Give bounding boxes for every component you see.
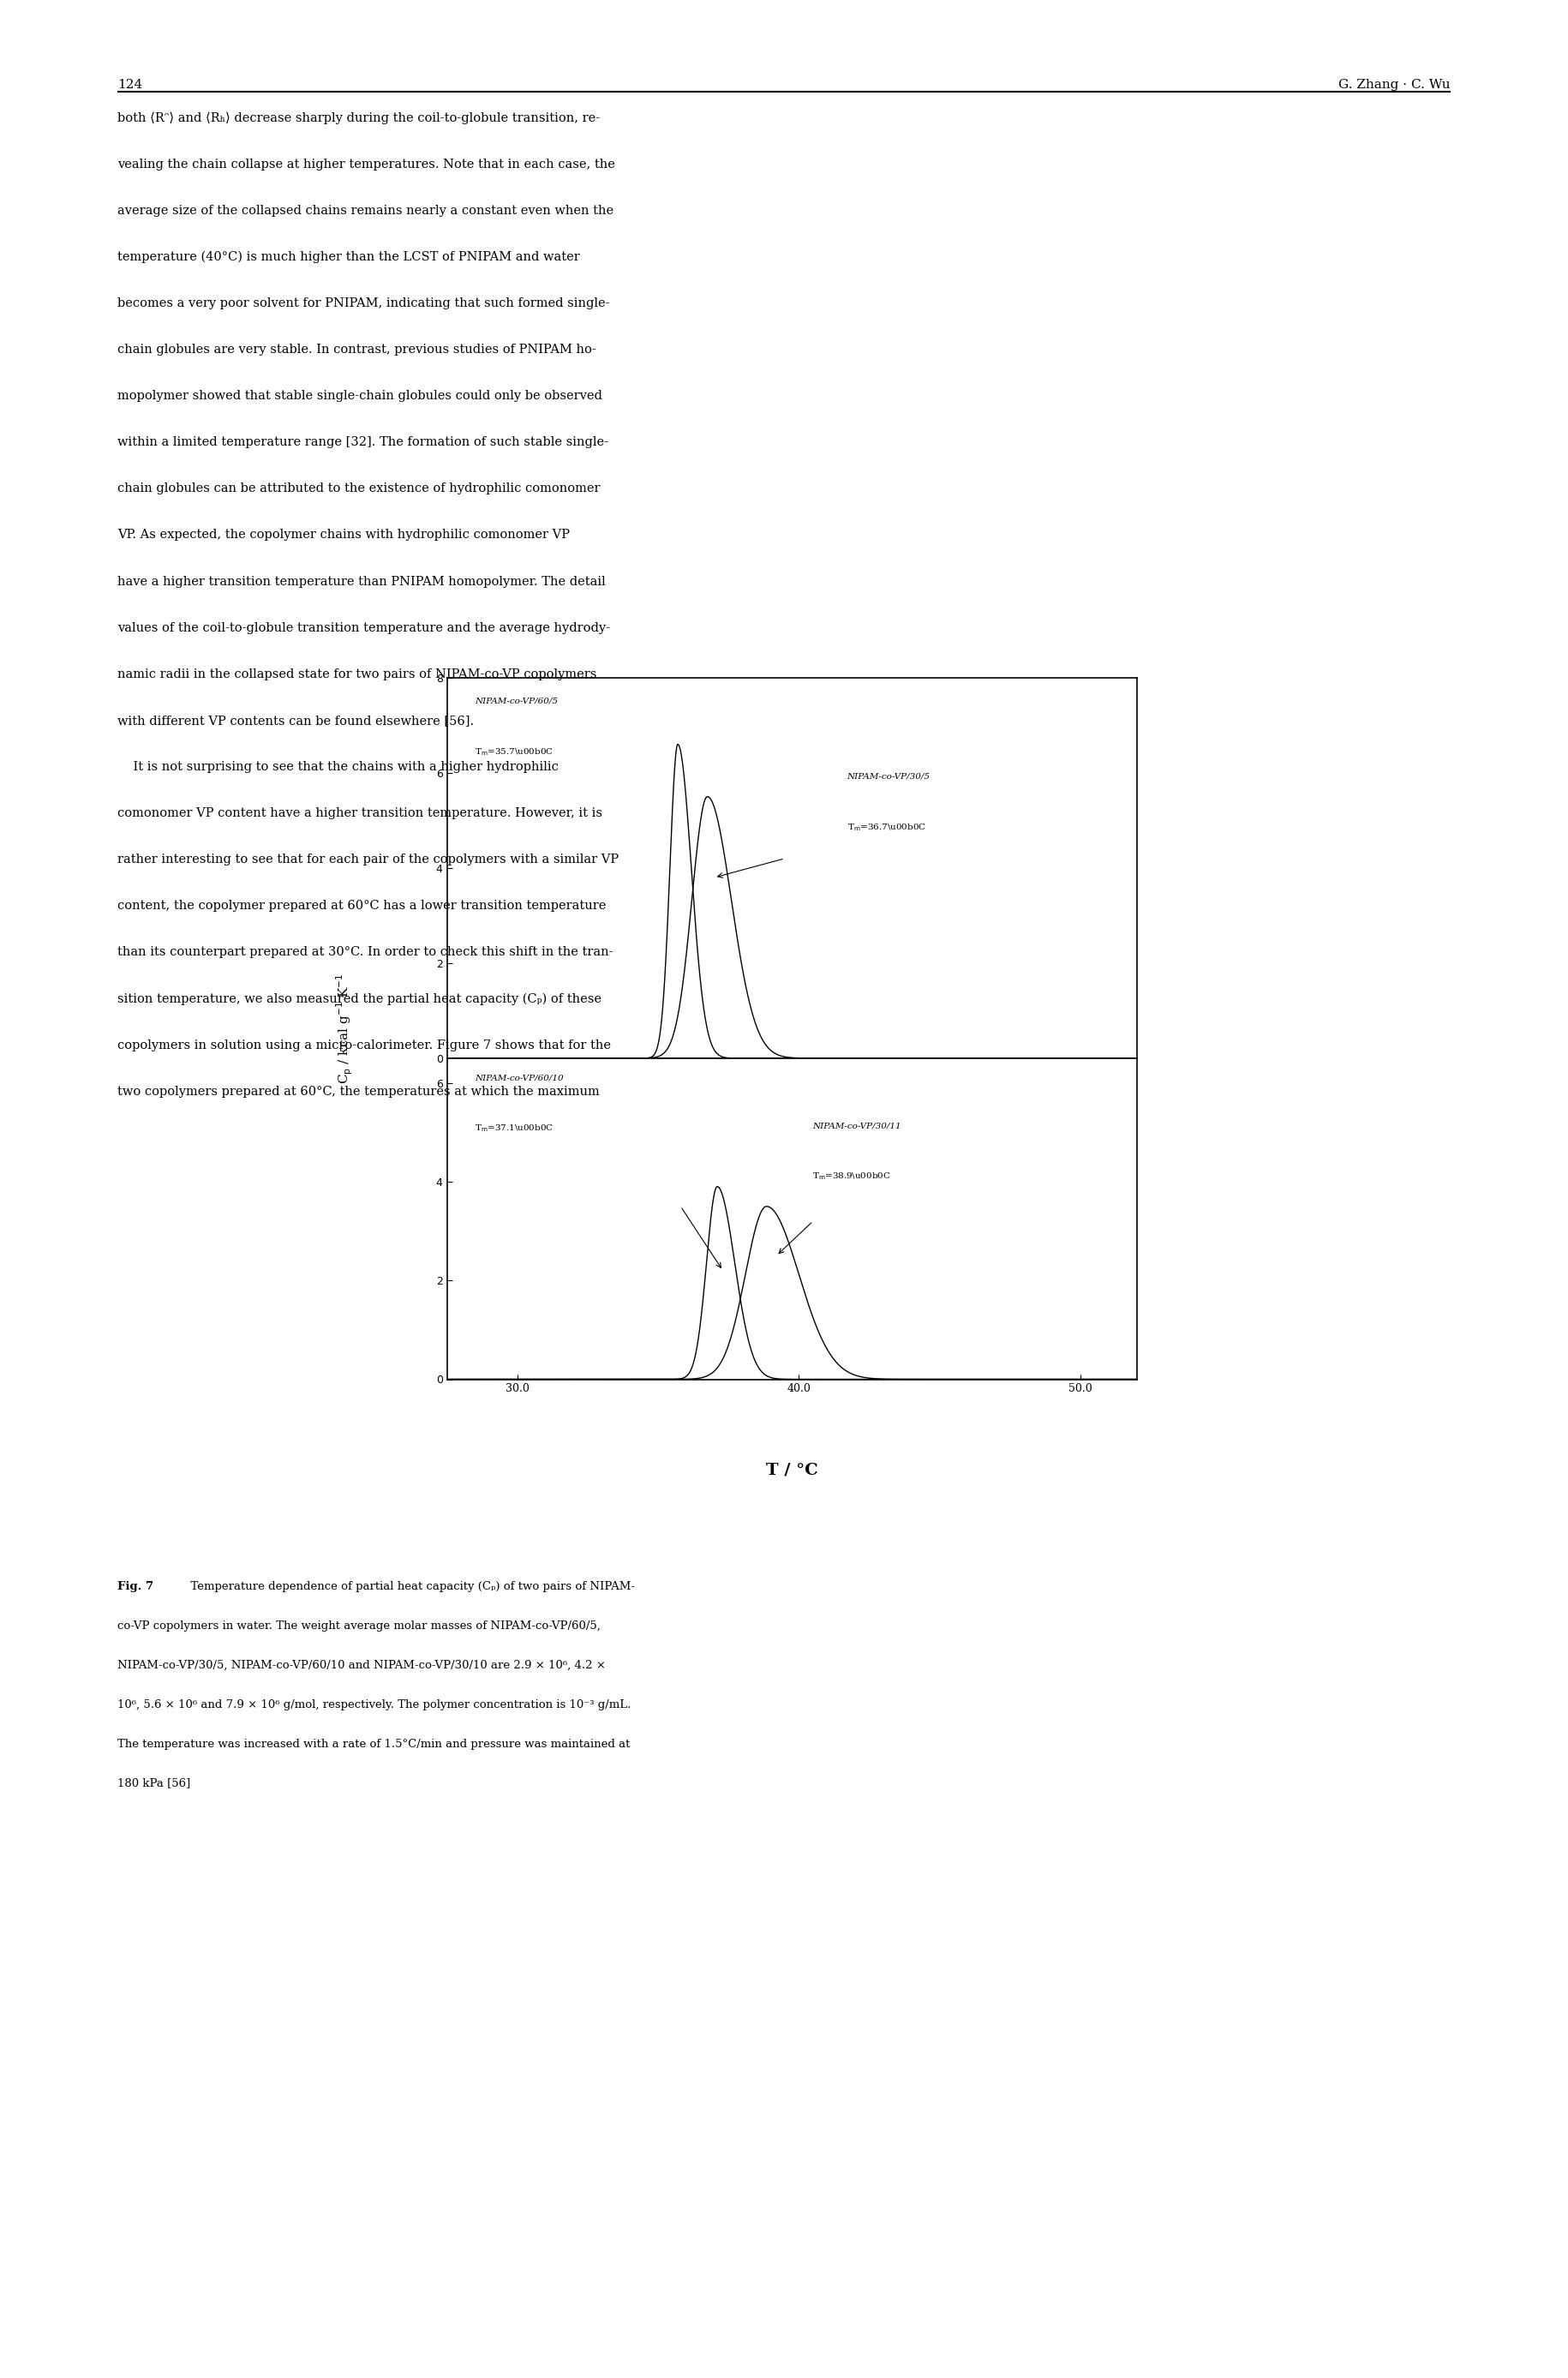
Text: within a limited temperature range [32]. The formation of such stable single-: within a limited temperature range [32].… xyxy=(118,438,608,449)
Text: The temperature was increased with a rate of 1.5°C/min and pressure was maintain: The temperature was increased with a rat… xyxy=(118,1738,630,1750)
Text: becomes a very poor solvent for PNIPAM, indicating that such formed single-: becomes a very poor solvent for PNIPAM, … xyxy=(118,297,610,309)
Text: average size of the collapsed chains remains nearly a constant even when the: average size of the collapsed chains rem… xyxy=(118,205,613,216)
Text: namic radii in the collapsed state for two pairs of NIPAM-co-VP copolymers: namic radii in the collapsed state for t… xyxy=(118,668,597,680)
Text: It is not surprising to see that the chains with a higher hydrophilic: It is not surprising to see that the cha… xyxy=(118,761,558,773)
Text: chain globules can be attributed to the existence of hydrophilic comonomer: chain globules can be attributed to the … xyxy=(118,483,601,495)
Text: temperature (40°C) is much higher than the LCST of PNIPAM and water: temperature (40°C) is much higher than t… xyxy=(118,252,580,264)
Text: than its counterpart prepared at 30°C. In order to check this shift in the tran-: than its counterpart prepared at 30°C. I… xyxy=(118,946,613,958)
Text: T$_{\rm m}$=35.7\u00b0C: T$_{\rm m}$=35.7\u00b0C xyxy=(475,747,554,756)
Text: co-VP copolymers in water. The weight average molar masses of NIPAM-co-VP/60/5,: co-VP copolymers in water. The weight av… xyxy=(118,1622,601,1631)
Text: Temperature dependence of partial heat capacity (Cₚ) of two pairs of NIPAM-: Temperature dependence of partial heat c… xyxy=(183,1581,635,1593)
Text: 10⁶, 5.6 × 10⁶ and 7.9 × 10⁶ g/mol, respectively. The polymer concentration is 1: 10⁶, 5.6 × 10⁶ and 7.9 × 10⁶ g/mol, resp… xyxy=(118,1698,632,1710)
Text: VP. As expected, the copolymer chains with hydrophilic comonomer VP: VP. As expected, the copolymer chains wi… xyxy=(118,530,571,542)
Text: T$_{\rm m}$=36.7\u00b0C: T$_{\rm m}$=36.7\u00b0C xyxy=(847,823,927,832)
Text: NIPAM-co-VP/60/10: NIPAM-co-VP/60/10 xyxy=(475,1075,563,1082)
Text: have a higher transition temperature than PNIPAM homopolymer. The detail: have a higher transition temperature tha… xyxy=(118,575,605,587)
Text: NIPAM-co-VP/30/5, NIPAM-co-VP/60/10 and NIPAM-co-VP/30/10 are 2.9 × 10⁶, 4.2 ×: NIPAM-co-VP/30/5, NIPAM-co-VP/60/10 and … xyxy=(118,1660,605,1672)
Text: sition temperature, we also measured the partial heat capacity (Cₚ) of these: sition temperature, we also measured the… xyxy=(118,994,602,1006)
Text: comonomer VP content have a higher transition temperature. However, it is: comonomer VP content have a higher trans… xyxy=(118,809,602,820)
Text: rather interesting to see that for each pair of the copolymers with a similar VP: rather interesting to see that for each … xyxy=(118,854,619,866)
Text: with different VP contents can be found elsewhere [56].: with different VP contents can be found … xyxy=(118,713,474,728)
Text: copolymers in solution using a micro-calorimeter. Figure 7 shows that for the: copolymers in solution using a micro-cal… xyxy=(118,1039,612,1051)
Text: content, the copolymer prepared at 60°C has a lower transition temperature: content, the copolymer prepared at 60°C … xyxy=(118,901,607,913)
Text: NIPAM-co-VP/60/5: NIPAM-co-VP/60/5 xyxy=(475,697,558,704)
Text: values of the coil-to-globule transition temperature and the average hydrody-: values of the coil-to-globule transition… xyxy=(118,623,610,635)
Text: Fig. 7: Fig. 7 xyxy=(118,1581,154,1593)
Text: T / °C: T / °C xyxy=(765,1462,818,1477)
Text: T$_{\rm m}$=37.1\u00b0C: T$_{\rm m}$=37.1\u00b0C xyxy=(475,1122,554,1134)
Text: mopolymer showed that stable single-chain globules could only be observed: mopolymer showed that stable single-chai… xyxy=(118,390,602,402)
Text: both ⟨Rᵔ⟩ and ⟨Rₕ⟩ decrease sharply during the coil-to-globule transition, re-: both ⟨Rᵔ⟩ and ⟨Rₕ⟩ decrease sharply duri… xyxy=(118,112,601,124)
Text: G. Zhang · C. Wu: G. Zhang · C. Wu xyxy=(1339,78,1450,90)
Text: two copolymers prepared at 60°C, the temperatures at which the maximum: two copolymers prepared at 60°C, the tem… xyxy=(118,1084,601,1099)
Text: vealing the chain collapse at higher temperatures. Note that in each case, the: vealing the chain collapse at higher tem… xyxy=(118,157,615,171)
Text: NIPAM-co-VP/30/11: NIPAM-co-VP/30/11 xyxy=(812,1122,902,1130)
Text: 180 kPa [56]: 180 kPa [56] xyxy=(118,1779,191,1788)
Text: C$_{\rm p}$ / kcal g$^{-1}$ K$^{-1}$: C$_{\rm p}$ / kcal g$^{-1}$ K$^{-1}$ xyxy=(336,973,354,1084)
Text: 124: 124 xyxy=(118,78,143,90)
Text: chain globules are very stable. In contrast, previous studies of PNIPAM ho-: chain globules are very stable. In contr… xyxy=(118,345,596,357)
Text: NIPAM-co-VP/30/5: NIPAM-co-VP/30/5 xyxy=(847,773,930,780)
Text: T$_{\rm m}$=38.9\u00b0C: T$_{\rm m}$=38.9\u00b0C xyxy=(812,1170,891,1182)
